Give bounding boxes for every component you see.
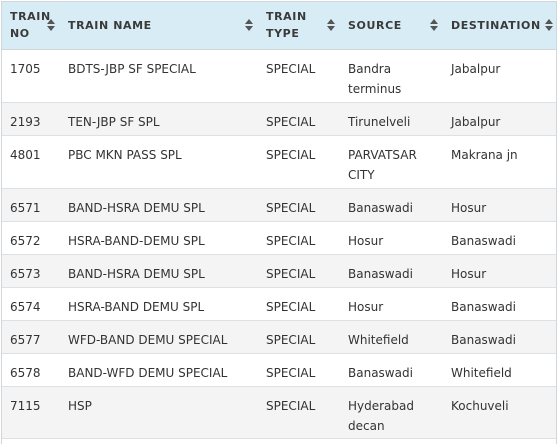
- table-row: 2193 TEN-JBP SF SPL SPECIAL Tirunelveli …: [2, 102, 556, 136]
- cell-train-name: BAND-WFD DEMU SPECIAL: [60, 353, 258, 387]
- cell-train-no: 7115: [2, 386, 60, 439]
- table-row: 1705 BDTS-JBP SF SPECIAL SPECIAL Bandra …: [2, 49, 556, 103]
- column-header-label: DESTINATION: [451, 18, 541, 32]
- column-header-train-name[interactable]: TRAIN NAME: [60, 2, 258, 50]
- cell-train-name: BDTS-JBP SF SPECIAL: [60, 49, 258, 103]
- sort-icon[interactable]: [430, 19, 438, 32]
- cell-train-type: SPECIAL: [258, 320, 340, 354]
- cell-source: Hyderabad decan: [340, 386, 443, 439]
- train-table: TRAIN NO TRAIN NAME TRAIN TYPE SOURCE DE…: [2, 2, 556, 439]
- table-row: 7115 HSP SPECIAL Hyderabad decan Kochuve…: [2, 386, 556, 439]
- cell-destination: Hosur: [443, 188, 556, 222]
- cell-train-type: SPECIAL: [258, 49, 340, 103]
- cell-source: Hosur: [340, 221, 443, 255]
- cell-destination: Jabalpur: [443, 49, 556, 103]
- cell-train-name: HSRA-BAND-DEMU SPL: [60, 221, 258, 255]
- cell-train-no: 2193: [2, 102, 60, 136]
- cell-source: Bandra terminus: [340, 49, 443, 103]
- cell-destination: Jabalpur: [443, 102, 556, 136]
- cell-source: Whitefield: [340, 320, 443, 354]
- table-header-row: TRAIN NO TRAIN NAME TRAIN TYPE SOURCE DE…: [2, 2, 556, 50]
- table-row: 6578 BAND-WFD DEMU SPECIAL SPECIAL Banas…: [2, 353, 556, 387]
- cell-source: Banaswadi: [340, 254, 443, 288]
- cell-train-no: 6578: [2, 353, 60, 387]
- cell-destination: Hosur: [443, 254, 556, 288]
- cell-train-type: SPECIAL: [258, 188, 340, 222]
- cell-source: Tirunelveli: [340, 102, 443, 136]
- cell-train-no: 4801: [2, 135, 60, 189]
- column-header-source[interactable]: SOURCE: [340, 2, 443, 50]
- cell-source: Banaswadi: [340, 353, 443, 387]
- cell-source: Banaswadi: [340, 188, 443, 222]
- cell-train-type: SPECIAL: [258, 135, 340, 189]
- column-header-label: TRAIN NO: [10, 10, 51, 41]
- column-header-label: TRAIN TYPE: [266, 10, 307, 41]
- cell-train-no: 6571: [2, 188, 60, 222]
- cell-train-no: 1705: [2, 49, 60, 103]
- cell-train-type: SPECIAL: [258, 353, 340, 387]
- cell-destination: Banaswadi: [443, 320, 556, 354]
- sort-icon[interactable]: [327, 19, 335, 32]
- cell-destination: Banaswadi: [443, 221, 556, 255]
- cell-train-type: SPECIAL: [258, 102, 340, 136]
- cell-train-no: 6574: [2, 287, 60, 321]
- cell-train-type: SPECIAL: [258, 254, 340, 288]
- column-header-train-type[interactable]: TRAIN TYPE: [258, 2, 340, 50]
- cell-source: PARVATSAR CITY: [340, 135, 443, 189]
- cell-train-type: SPECIAL: [258, 386, 340, 439]
- cell-train-type: SPECIAL: [258, 287, 340, 321]
- cell-train-name: TEN-JBP SF SPL: [60, 102, 258, 136]
- cell-train-no: 6577: [2, 320, 60, 354]
- sort-icon[interactable]: [245, 19, 253, 32]
- cell-destination: Makrana jn: [443, 135, 556, 189]
- table-row: 6574 HSRA-BAND DEMU SPL SPECIAL Hosur Ba…: [2, 287, 556, 321]
- cell-destination: Kochuveli: [443, 386, 556, 439]
- column-header-label: TRAIN NAME: [68, 18, 152, 32]
- column-header-label: SOURCE: [348, 18, 402, 32]
- column-header-train-no[interactable]: TRAIN NO: [2, 2, 60, 50]
- sort-icon[interactable]: [47, 19, 55, 32]
- cell-train-type: SPECIAL: [258, 221, 340, 255]
- table-row: 6572 HSRA-BAND-DEMU SPL SPECIAL Hosur Ba…: [2, 221, 556, 255]
- cell-train-name: BAND-HSRA DEMU SPL: [60, 254, 258, 288]
- cell-train-name: WFD-BAND DEMU SPECIAL: [60, 320, 258, 354]
- table-row: 4801 PBC MKN PASS SPL SPECIAL PARVATSAR …: [2, 135, 556, 189]
- table-row: 6571 BAND-HSRA DEMU SPL SPECIAL Banaswad…: [2, 188, 556, 222]
- cell-train-name: BAND-HSRA DEMU SPL: [60, 188, 258, 222]
- column-header-destination[interactable]: DESTINATION: [443, 2, 556, 50]
- cell-train-name: HSRA-BAND DEMU SPL: [60, 287, 258, 321]
- sort-icon[interactable]: [545, 19, 553, 32]
- table-row: 6577 WFD-BAND DEMU SPECIAL SPECIAL White…: [2, 320, 556, 354]
- cell-source: Hosur: [340, 287, 443, 321]
- cell-train-no: 6573: [2, 254, 60, 288]
- cell-train-name: HSP: [60, 386, 258, 439]
- cell-train-name: PBC MKN PASS SPL: [60, 135, 258, 189]
- cell-train-no: 6572: [2, 221, 60, 255]
- cell-destination: Whitefield: [443, 353, 556, 387]
- table-row: 6573 BAND-HSRA DEMU SPL SPECIAL Banaswad…: [2, 254, 556, 288]
- cell-destination: Banaswadi: [443, 287, 556, 321]
